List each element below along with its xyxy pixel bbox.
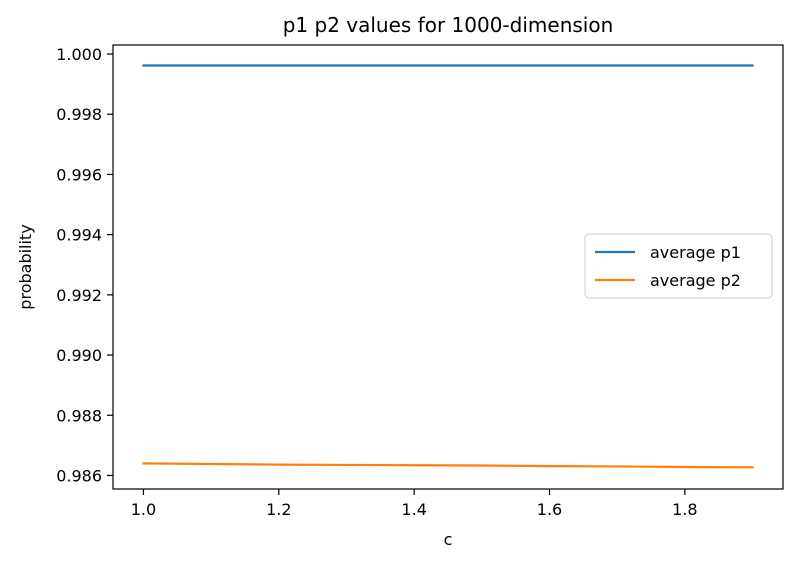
y-tick-label: 1.000 (56, 45, 102, 64)
y-tick-label: 0.996 (56, 165, 102, 184)
legend-label-1: average p1 (650, 243, 741, 262)
series-line-2 (142, 462, 754, 469)
y-tick-label: 0.990 (56, 346, 102, 365)
legend: average p1 average p2 (584, 233, 773, 299)
y-tick-label: 0.988 (56, 406, 102, 425)
y-tick-label: 0.986 (56, 466, 102, 485)
x-tick-label: 1.0 (131, 500, 156, 519)
y-tick-label: 0.994 (56, 226, 102, 245)
x-tick-label: 1.2 (266, 500, 291, 519)
x-axis-label: c (444, 530, 453, 549)
x-tick-label: 1.6 (537, 500, 562, 519)
y-tick-label: 0.992 (56, 286, 102, 305)
x-tick-label: 1.4 (401, 500, 426, 519)
x-tick-label: 1.8 (672, 500, 697, 519)
axes-frame (112, 44, 784, 490)
y-axis-label: probability (16, 224, 35, 309)
plot-area (142, 64, 754, 469)
y-tick-label: 0.998 (56, 105, 102, 124)
legend-label-2: average p2 (650, 271, 741, 290)
legend-box (584, 233, 773, 299)
chart-title: p1 p2 values for 1000-dimension (283, 13, 614, 37)
